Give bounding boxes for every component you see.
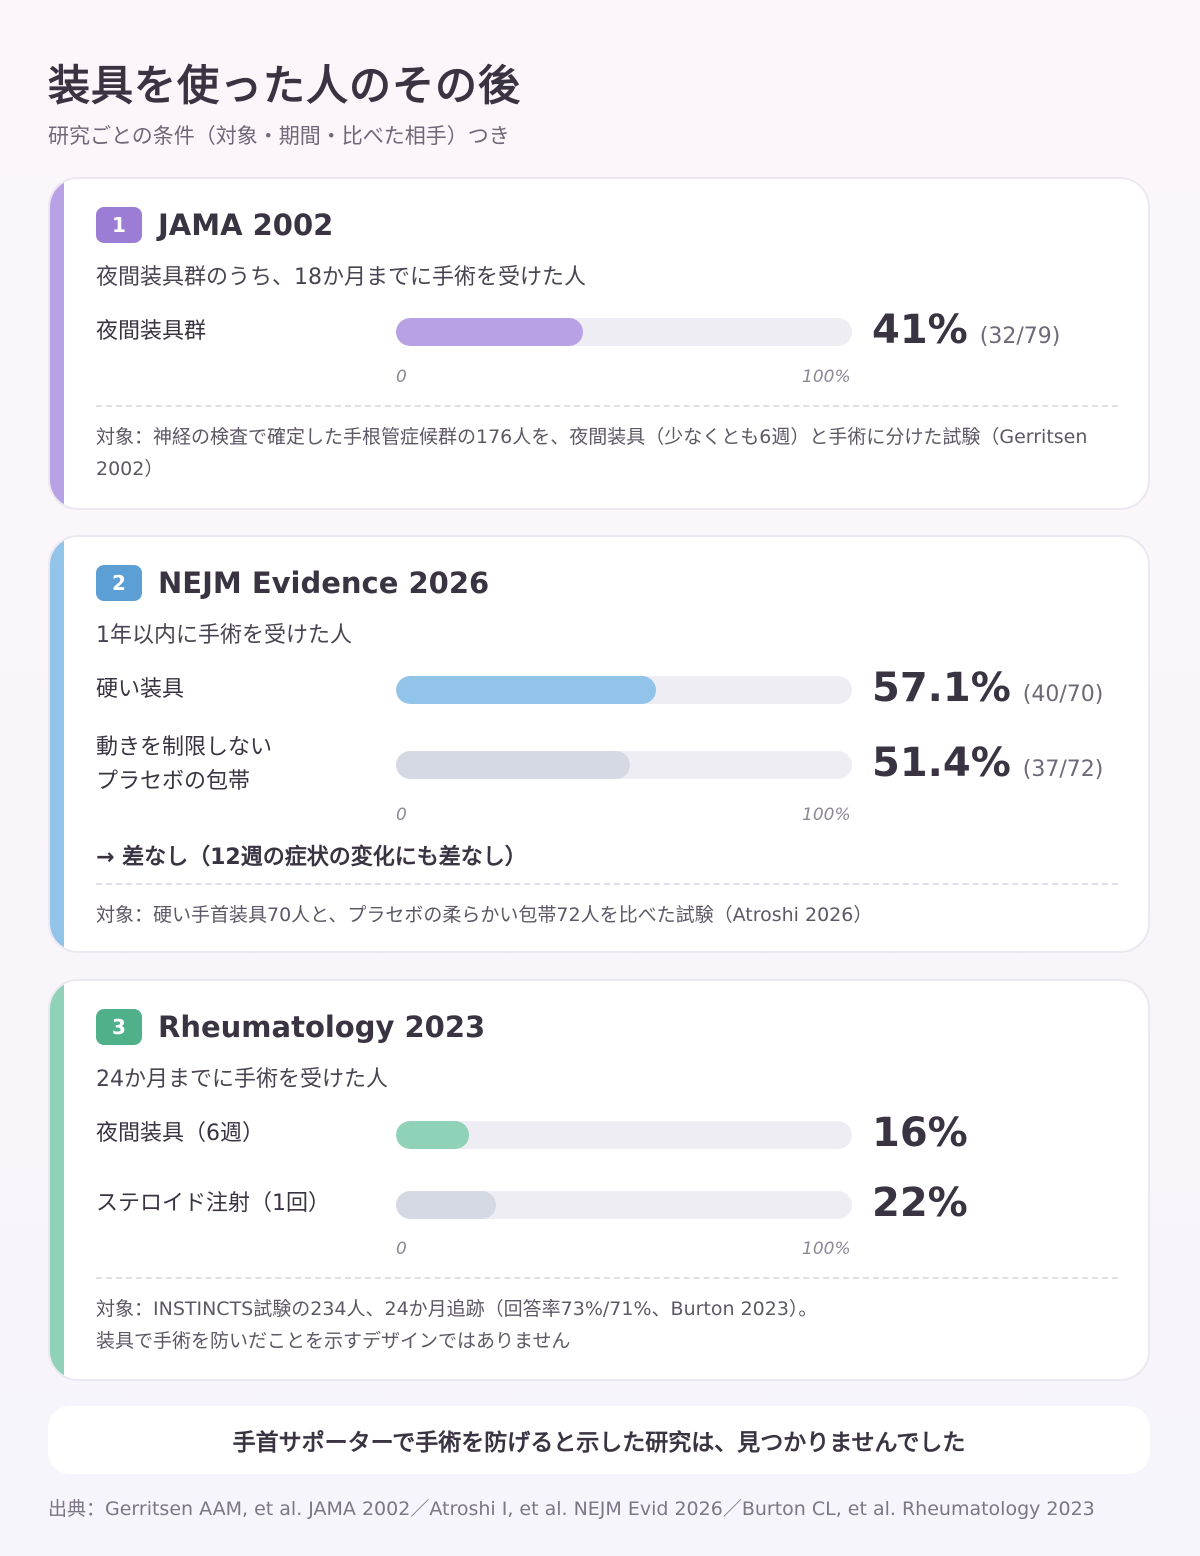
axis-min-label: 0 (396, 805, 407, 825)
card-divider (96, 405, 1118, 407)
bar-percent: 41% (872, 307, 968, 353)
bar-count: (37/72) (1022, 757, 1104, 782)
study-outcome: 夜間装具群のうち、18か月までに手術を受けた人 (96, 265, 586, 290)
bar-fill (396, 1121, 469, 1149)
bar-value: 22% (872, 1180, 968, 1226)
axis-max-label: 100% (802, 1239, 851, 1259)
bar-percent: 16% (872, 1110, 968, 1156)
card-header: 3 Rheumatology 2023 (96, 1009, 485, 1045)
card-header: 2 NEJM Evidence 2026 (96, 565, 489, 601)
study-outcome: 24か月までに手術を受けた人 (96, 1067, 388, 1092)
card-divider (96, 883, 1118, 885)
bar-track (396, 751, 852, 779)
card-accent-bar (50, 981, 64, 1379)
study-card-2: 2 NEJM Evidence 2026 1年以内に手術を受けた人 硬い装具 5… (48, 535, 1150, 953)
study-title: Rheumatology 2023 (158, 1010, 486, 1044)
bar-label: 夜間装具（6週） (96, 1121, 264, 1146)
bar-count: (40/70) (1022, 682, 1104, 707)
bar-percent: 51.4% (872, 740, 1011, 786)
bar-percent: 22% (872, 1180, 968, 1226)
card-accent-bar (50, 537, 64, 951)
study-title: JAMA 2002 (158, 208, 334, 242)
card-divider (96, 1277, 1118, 1279)
bar-label: 動きを制限しない プラセボの包帯 (96, 735, 273, 794)
page-title: 装具を使った人のその後 (48, 61, 522, 110)
bar-label: 硬い装具 (96, 677, 185, 702)
bar-fill (396, 751, 631, 779)
bar-track (396, 1121, 852, 1149)
bar-count: (32/79) (979, 324, 1061, 349)
bar-value: 51.4% (37/72) (872, 740, 1103, 786)
study-note: 対象：硬い手首装具70人と、プラセボの柔らかい包帯72人を比べた試験（Atros… (96, 904, 873, 926)
bar-value: 41% (32/79) (872, 307, 1060, 353)
bar-value: 57.1% (40/70) (872, 665, 1103, 711)
card-header: 1 JAMA 2002 (96, 207, 333, 243)
study-card-3: 3 Rheumatology 2023 24か月までに手術を受けた人 夜間装具（… (48, 979, 1150, 1381)
study-note: 対象：神経の検査で確定した手根管症候群の176人を、夜間装具（少なくとも6週）と… (96, 426, 1088, 480)
axis-min-label: 0 (396, 367, 407, 387)
axis-min-label: 0 (396, 1239, 407, 1259)
study-title: NEJM Evidence 2026 (158, 566, 490, 600)
study-number-badge: 2 (96, 565, 142, 601)
bar-percent: 57.1% (872, 665, 1011, 711)
study-outcome: 1年以内に手術を受けた人 (96, 623, 352, 648)
card-accent-bar (50, 179, 64, 508)
bar-fill (396, 676, 657, 704)
axis-max-label: 100% (802, 367, 851, 387)
page-subtitle: 研究ごとの条件（対象・期間・比べた相手）つき (48, 124, 510, 148)
study-number-badge: 1 (96, 207, 142, 243)
bar-value: 16% (872, 1110, 968, 1156)
bar-track (396, 318, 852, 346)
axis-max-label: 100% (802, 805, 851, 825)
study-note: 対象：INSTINCTS試験の234人、24か月追跡（回答率73%/71%、Bu… (96, 1298, 818, 1352)
study-conclusion: → 差なし（12週の症状の変化にも差なし） (96, 845, 527, 870)
study-card-1: 1 JAMA 2002 夜間装具群のうち、18か月までに手術を受けた人 夜間装具… (48, 177, 1150, 510)
bar-label: 夜間装具群 (96, 319, 207, 344)
bar-track (396, 676, 852, 704)
source-citation: 出典：Gerritsen AAM, et al. JAMA 2002／Atros… (48, 1498, 1095, 1520)
bar-fill (396, 1191, 497, 1219)
bar-fill (396, 318, 583, 346)
study-number-badge: 3 (96, 1009, 142, 1045)
bar-label: ステロイド注射（1回） (96, 1191, 330, 1216)
bar-track (396, 1191, 852, 1219)
summary-message: 手首サポーターで手術を防げると示した研究は、見つかりませんでした (48, 1406, 1150, 1474)
